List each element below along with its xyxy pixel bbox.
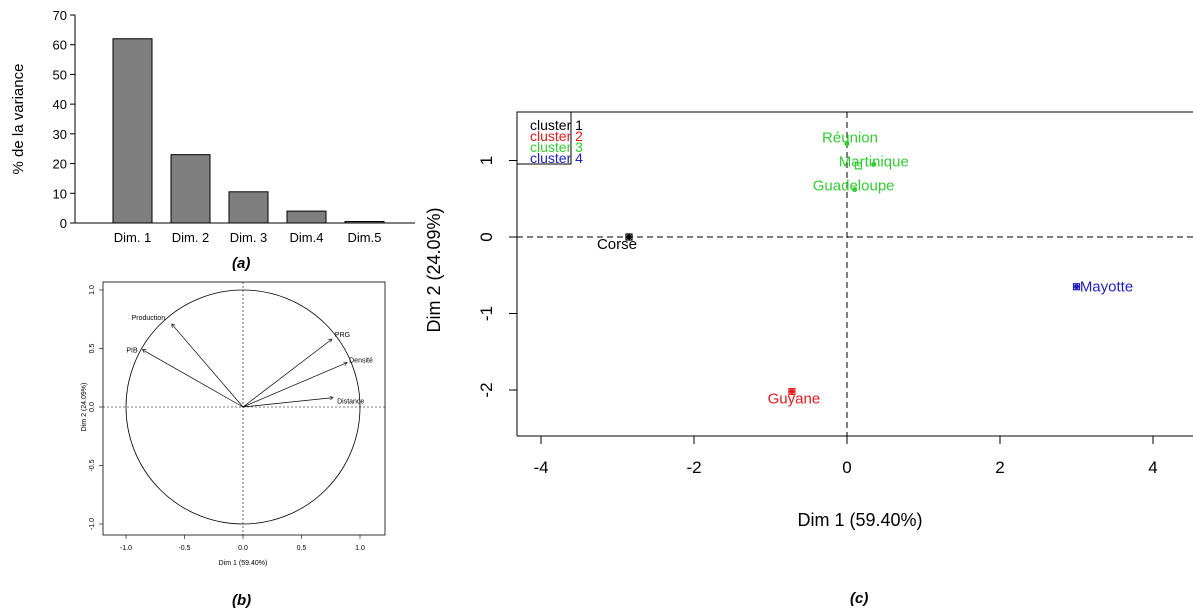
y-tick-label: -0.5 <box>89 459 96 471</box>
cluster-centroid <box>625 233 633 241</box>
bar <box>112 38 153 224</box>
correlation-circle-chart: -1.0 -0.5 0.0 0.5 1.0 -1.0 -0.5 0.0 0.5 1.0 Dim 1 … <box>81 281 386 567</box>
x-tick-label: Dim. 2 <box>172 230 210 245</box>
variable-label: PIB <box>126 348 138 355</box>
bar <box>170 154 211 224</box>
y-axis-title: % de la variance <box>10 64 27 175</box>
legend-entry: cluster 4 <box>530 150 583 166</box>
y-tick-label: 0.5 <box>89 344 96 354</box>
y-axis-title: Dim 2 (24.09%) <box>81 383 88 432</box>
x-tick-label: Dim. 3 <box>230 230 268 245</box>
individual-point <box>852 187 858 193</box>
variable-label: Densité <box>349 358 373 365</box>
y-tick-label: 40 <box>53 97 67 112</box>
bar <box>344 221 385 224</box>
plot-frame <box>102 281 386 536</box>
x-tick-label: 4 <box>1148 458 1157 477</box>
variable-arrow <box>242 363 347 408</box>
cluster-centroid <box>854 162 863 170</box>
variable-label: Production <box>132 315 166 322</box>
individual-point <box>626 234 632 240</box>
x-tick-label: 0 <box>842 458 851 477</box>
x-tick-label: Dim.5 <box>348 230 382 245</box>
y-tick-label: 30 <box>53 127 67 142</box>
cluster-centroid <box>788 387 796 396</box>
caption-c: (c) <box>850 590 869 607</box>
individual-point <box>789 389 795 395</box>
variable-arrow <box>242 339 332 408</box>
x-tick-label: -0.5 <box>178 545 190 552</box>
individual-label: Martinique <box>839 153 909 170</box>
legend-box <box>516 111 572 165</box>
x-tick-label: -2 <box>686 458 701 477</box>
variable-arrow <box>172 324 244 408</box>
variable-label: PRG <box>335 332 350 339</box>
x-tick-label: Dim. 1 <box>114 230 152 245</box>
individual-point <box>844 141 850 147</box>
legend-entry: cluster 2 <box>530 128 583 144</box>
y-tick-label: -2 <box>477 382 496 397</box>
y-tick-label: 20 <box>53 157 67 172</box>
x-tick-label: 2 <box>995 458 1004 477</box>
individual-label: Guyane <box>768 391 821 408</box>
caption-a: (a) <box>232 255 251 272</box>
y-tick-label: 1 <box>477 156 496 165</box>
y-tick-label: 60 <box>53 38 67 53</box>
y-axis-title: Dim 2 (24.09%) <box>424 207 444 332</box>
individual-label: Réunion <box>822 130 878 147</box>
cluster-centroid <box>1072 283 1081 291</box>
y-tick-label: 50 <box>53 67 67 82</box>
x-tick-label: 0.5 <box>297 545 307 552</box>
legend-entry: cluster 1 <box>530 117 583 133</box>
x-tick-label: -1.0 <box>120 545 132 552</box>
y-tick-label: 70 <box>53 8 67 23</box>
legend-entry: cluster 3 <box>530 139 583 155</box>
x-axis-title: Dim 1 (59.40%) <box>797 510 922 530</box>
x-axis-title: Dim 1 (59.40%) <box>219 560 268 567</box>
individual-point <box>871 161 877 167</box>
y-tick-label: 0 <box>60 216 67 231</box>
y-tick-label: 10 <box>53 186 67 201</box>
variance-bar-chart: 0 10 20 30 40 50 60 70 % de la variance Dim. 1 Dim… <box>10 8 415 245</box>
bar <box>286 210 327 224</box>
individual-point <box>1074 284 1079 290</box>
individuals-factor-map: -4 -2 0 2 4 -2 -1 0 1 Dim 1 (59.40%) Dim 2 (24.09%… <box>424 111 1193 530</box>
variable-arrow <box>242 398 333 408</box>
y-tick-label: 0.0 <box>89 402 96 412</box>
y-tick-label: 1.0 <box>89 285 96 295</box>
variable-label: Distance <box>337 399 364 406</box>
variable-arrow <box>142 350 244 408</box>
caption-b: (b) <box>232 592 252 609</box>
individual-label: Corse <box>597 236 637 253</box>
x-tick-label: Dim.4 <box>290 230 324 245</box>
x-tick-label: 1.0 <box>355 545 365 552</box>
x-tick-label: -4 <box>533 458 548 477</box>
unit-circle <box>125 289 361 525</box>
individual-label: Guadeloupe <box>813 178 895 195</box>
y-tick-label: -1.0 <box>89 518 96 530</box>
y-tick-label: -1 <box>477 306 496 321</box>
individual-label: Mayotte <box>1080 279 1133 296</box>
bar <box>228 191 269 224</box>
y-tick-label: 0 <box>477 232 496 241</box>
x-tick-label: 0.0 <box>238 545 248 552</box>
